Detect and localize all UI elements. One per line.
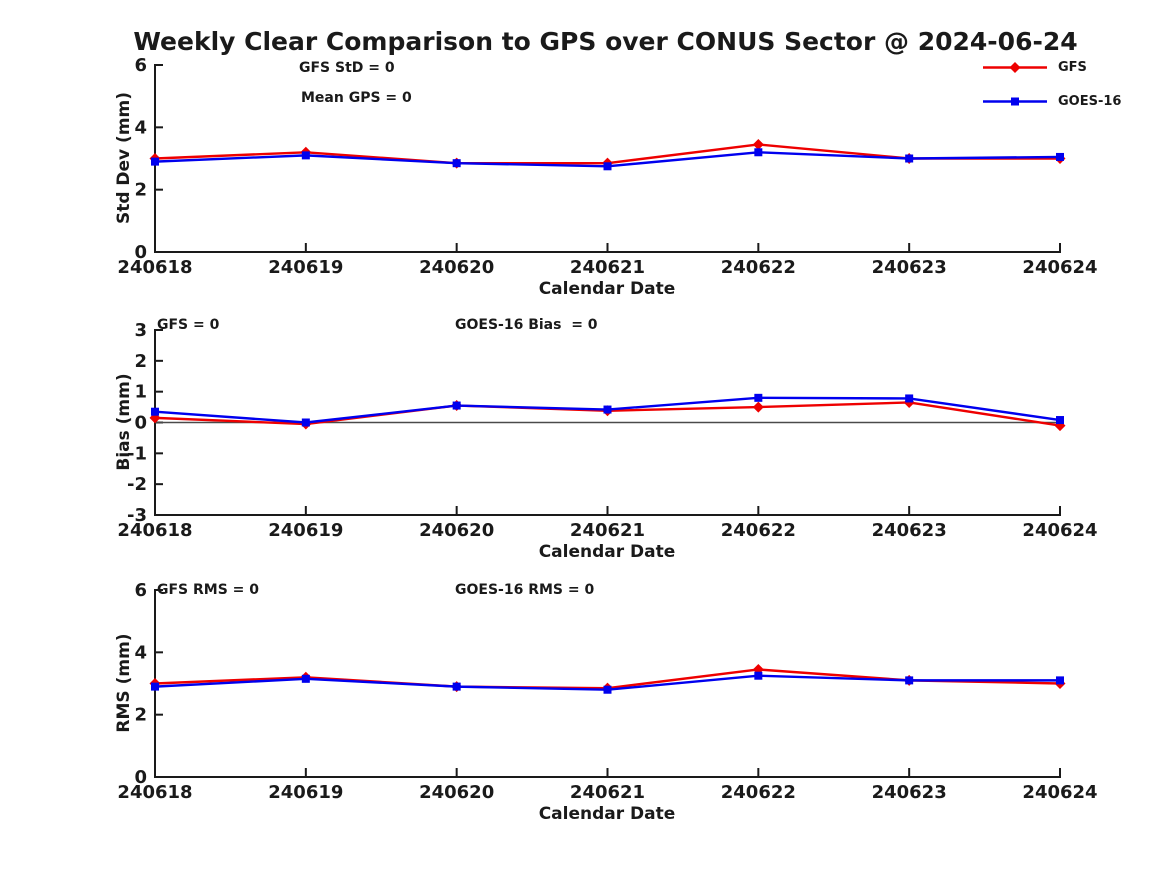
x-tick-label: 240621 xyxy=(570,257,645,278)
goes16-square-marker xyxy=(905,676,914,685)
legend: GFS GOES-16 xyxy=(981,60,1121,109)
y-tick-label: 1 xyxy=(134,382,147,403)
legend-item-goes16[interactable]: GOES-16 xyxy=(981,94,1121,109)
goes16-square-marker xyxy=(603,162,612,171)
x-tick-label: 240619 xyxy=(268,257,343,278)
goes16-square-marker xyxy=(452,682,461,691)
goes16-square-marker xyxy=(151,682,159,691)
y-tick-label: 6 xyxy=(134,55,147,76)
y-tick-label: 4 xyxy=(134,117,147,138)
annotation-mean-gps: Mean GPS = 0 xyxy=(301,90,412,106)
y-tick-label: -3 xyxy=(127,505,147,526)
goes16-square-marker xyxy=(603,685,612,694)
x-tick-label: 240622 xyxy=(721,782,796,803)
goes16-square-marker xyxy=(151,407,159,416)
stddev-y-axis-label: Std Dev (mm) xyxy=(114,91,134,225)
x-tick-label: 240620 xyxy=(419,257,494,278)
goes16-square-marker xyxy=(1056,152,1064,161)
goes16-square-marker xyxy=(452,401,461,410)
x-tick-label: 240623 xyxy=(872,782,947,803)
goes16-square-marker xyxy=(301,418,310,427)
goes16-square-marker xyxy=(905,154,914,163)
goes16-square-marker xyxy=(905,394,914,403)
gfs-diamond-marker xyxy=(752,138,764,150)
annotation-gfs-bias: GFS = 0 xyxy=(157,317,220,333)
x-tick-label: 240620 xyxy=(419,782,494,803)
legend-goes16-line-swatch-square-marker xyxy=(1011,97,1019,106)
bias-x-axis-label: Calendar Date xyxy=(538,542,676,562)
y-tick-label: 2 xyxy=(134,180,147,201)
goes16-square-marker xyxy=(754,393,763,402)
bias-y-axis-label: Bias (mm) xyxy=(114,373,134,471)
goes16-square-marker xyxy=(1056,416,1064,425)
goes16-square-marker xyxy=(754,148,763,157)
gfs-diamond-marker xyxy=(752,401,764,413)
x-tick-label: 240619 xyxy=(268,782,343,803)
rms-plot: 0 2 4 6 240618 240619 240620 240621 240622 240623… xyxy=(117,580,1097,803)
annotation-goes16-rms: GOES-16 RMS = 0 xyxy=(455,582,595,598)
y-tick-label: 2 xyxy=(134,351,147,372)
goes16-square-marker xyxy=(603,405,612,414)
y-tick-label: -1 xyxy=(127,443,147,464)
x-tick-label: 240624 xyxy=(1022,520,1097,541)
stddev-plot: 0 2 4 6 240618 240619 240620 240621 240622 240623… xyxy=(117,55,1097,278)
goes16-line-swatch xyxy=(983,97,1047,106)
x-tick-label: 240623 xyxy=(872,520,947,541)
y-tick-label: 0 xyxy=(134,413,147,434)
gfs-line-swatch xyxy=(983,62,1047,73)
x-tick-label: 240623 xyxy=(872,257,947,278)
x-tick-label: 240624 xyxy=(1022,782,1097,803)
x-tick-label: 240618 xyxy=(117,782,192,803)
goes16-square-marker xyxy=(301,674,310,683)
x-tick-label: 240621 xyxy=(570,520,645,541)
legend-label-goes16: GOES-16 xyxy=(1058,94,1122,109)
y-tick-label: 2 xyxy=(134,705,147,726)
goes16-square-marker xyxy=(151,157,159,166)
y-tick-label: 4 xyxy=(134,642,147,663)
goes16-square-marker xyxy=(1056,676,1064,685)
rms-x-axis-label: Calendar Date xyxy=(538,804,676,824)
figure-title: Weekly Clear Comparison to GPS over CONU… xyxy=(133,27,1078,56)
y-tick-label: 0 xyxy=(134,767,147,788)
x-tick-label: 240624 xyxy=(1022,257,1097,278)
x-tick-label: 240618 xyxy=(117,520,192,541)
x-tick-label: 240619 xyxy=(268,520,343,541)
x-tick-label: 240620 xyxy=(419,520,494,541)
x-tick-label: 240622 xyxy=(721,520,796,541)
annotation-gfs-std: GFS StD = 0 xyxy=(299,60,395,76)
annotation-goes16-bias: GOES-16 Bias = 0 xyxy=(455,317,598,333)
rms-y-axis-label: RMS (mm) xyxy=(114,633,134,733)
annotation-gfs-rms: GFS RMS = 0 xyxy=(157,582,260,598)
y-tick-label: 3 xyxy=(134,320,147,341)
legend-label-gfs: GFS xyxy=(1058,60,1087,75)
legend-gfs-line-swatch-diamond-marker xyxy=(1009,62,1021,73)
goes16-square-marker xyxy=(754,671,763,680)
legend-item-gfs[interactable]: GFS xyxy=(981,60,1121,75)
x-tick-label: 240622 xyxy=(721,257,796,278)
y-tick-label: -2 xyxy=(127,474,147,495)
bias-plot: -3 -2 -1 0 1 2 3 240618 240619 240620 240621 240622… xyxy=(117,320,1097,541)
y-tick-label: 0 xyxy=(134,242,147,263)
x-tick-label: 240618 xyxy=(117,257,192,278)
stddev-x-axis-label: Calendar Date xyxy=(538,279,676,299)
goes16-square-marker xyxy=(452,159,461,168)
goes16-square-marker xyxy=(301,151,310,160)
x-tick-label: 240621 xyxy=(570,782,645,803)
y-tick-label: 6 xyxy=(134,580,147,601)
